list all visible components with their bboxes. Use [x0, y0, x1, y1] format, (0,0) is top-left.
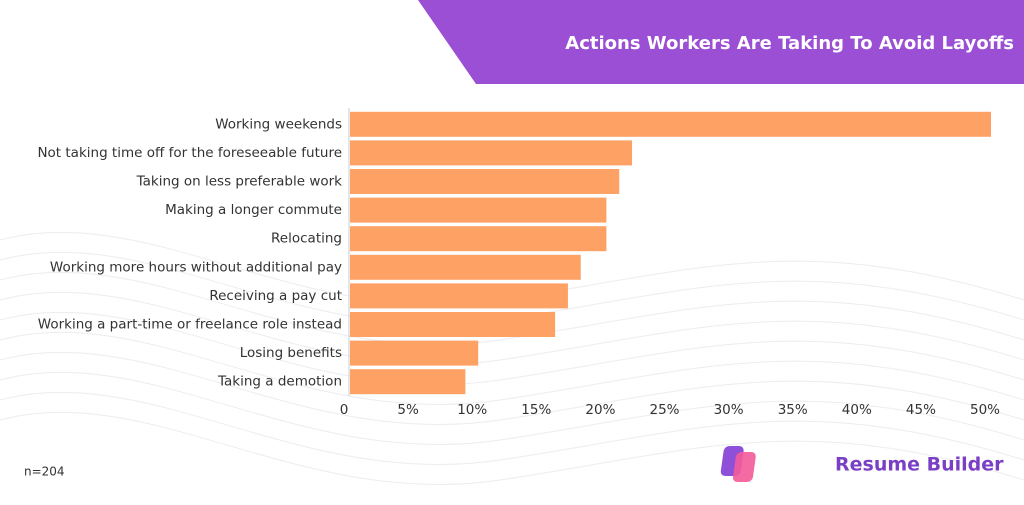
logo-icon	[732, 452, 756, 482]
y-tick-label: Working a part-time or freelance role in…	[38, 317, 342, 333]
x-tick-label: 35%	[778, 402, 808, 418]
bar	[350, 283, 568, 309]
title-banner	[418, 0, 1024, 84]
x-tick-label: 30%	[714, 402, 744, 418]
y-tick-label: Relocating	[271, 231, 342, 247]
x-tick-label: 50%	[970, 402, 1000, 418]
x-tick-label: 25%	[649, 402, 679, 418]
x-tick-label: 40%	[842, 402, 872, 418]
bar	[350, 340, 479, 366]
background-waves	[0, 231, 1024, 485]
x-tick-label: 45%	[906, 402, 936, 418]
y-tick-label: Taking a demotion	[217, 374, 342, 390]
bar	[350, 169, 620, 194]
chart-title: Actions Workers Are Taking To Avoid Layo…	[565, 33, 1014, 54]
bar	[350, 226, 607, 252]
y-tick-label: Working weekends	[215, 116, 342, 132]
bar	[350, 369, 466, 395]
y-tick-label: Making a longer commute	[165, 202, 342, 218]
x-tick-label: 20%	[585, 402, 615, 418]
bar	[350, 312, 556, 337]
x-tick-label: 0	[340, 402, 349, 418]
logo: Resume Builder	[720, 446, 1004, 482]
footnote: n=204	[24, 465, 65, 479]
x-tick-label: 10%	[457, 402, 487, 418]
bar	[350, 254, 581, 280]
y-tick-label: Receiving a pay cut	[209, 288, 342, 304]
x-tick-label: 15%	[521, 402, 551, 418]
bar	[350, 197, 607, 223]
bar	[350, 140, 633, 166]
x-tick-label: 5%	[397, 402, 419, 418]
y-tick-label: Working more hours without additional pa…	[50, 259, 342, 275]
bar	[350, 111, 991, 137]
y-tick-label: Not taking time off for the foreseeable …	[37, 145, 342, 161]
brand-name: Resume Builder	[835, 454, 1004, 476]
y-tick-label: Losing benefits	[240, 345, 342, 361]
y-tick-label: Taking on less preferable work	[136, 174, 343, 190]
